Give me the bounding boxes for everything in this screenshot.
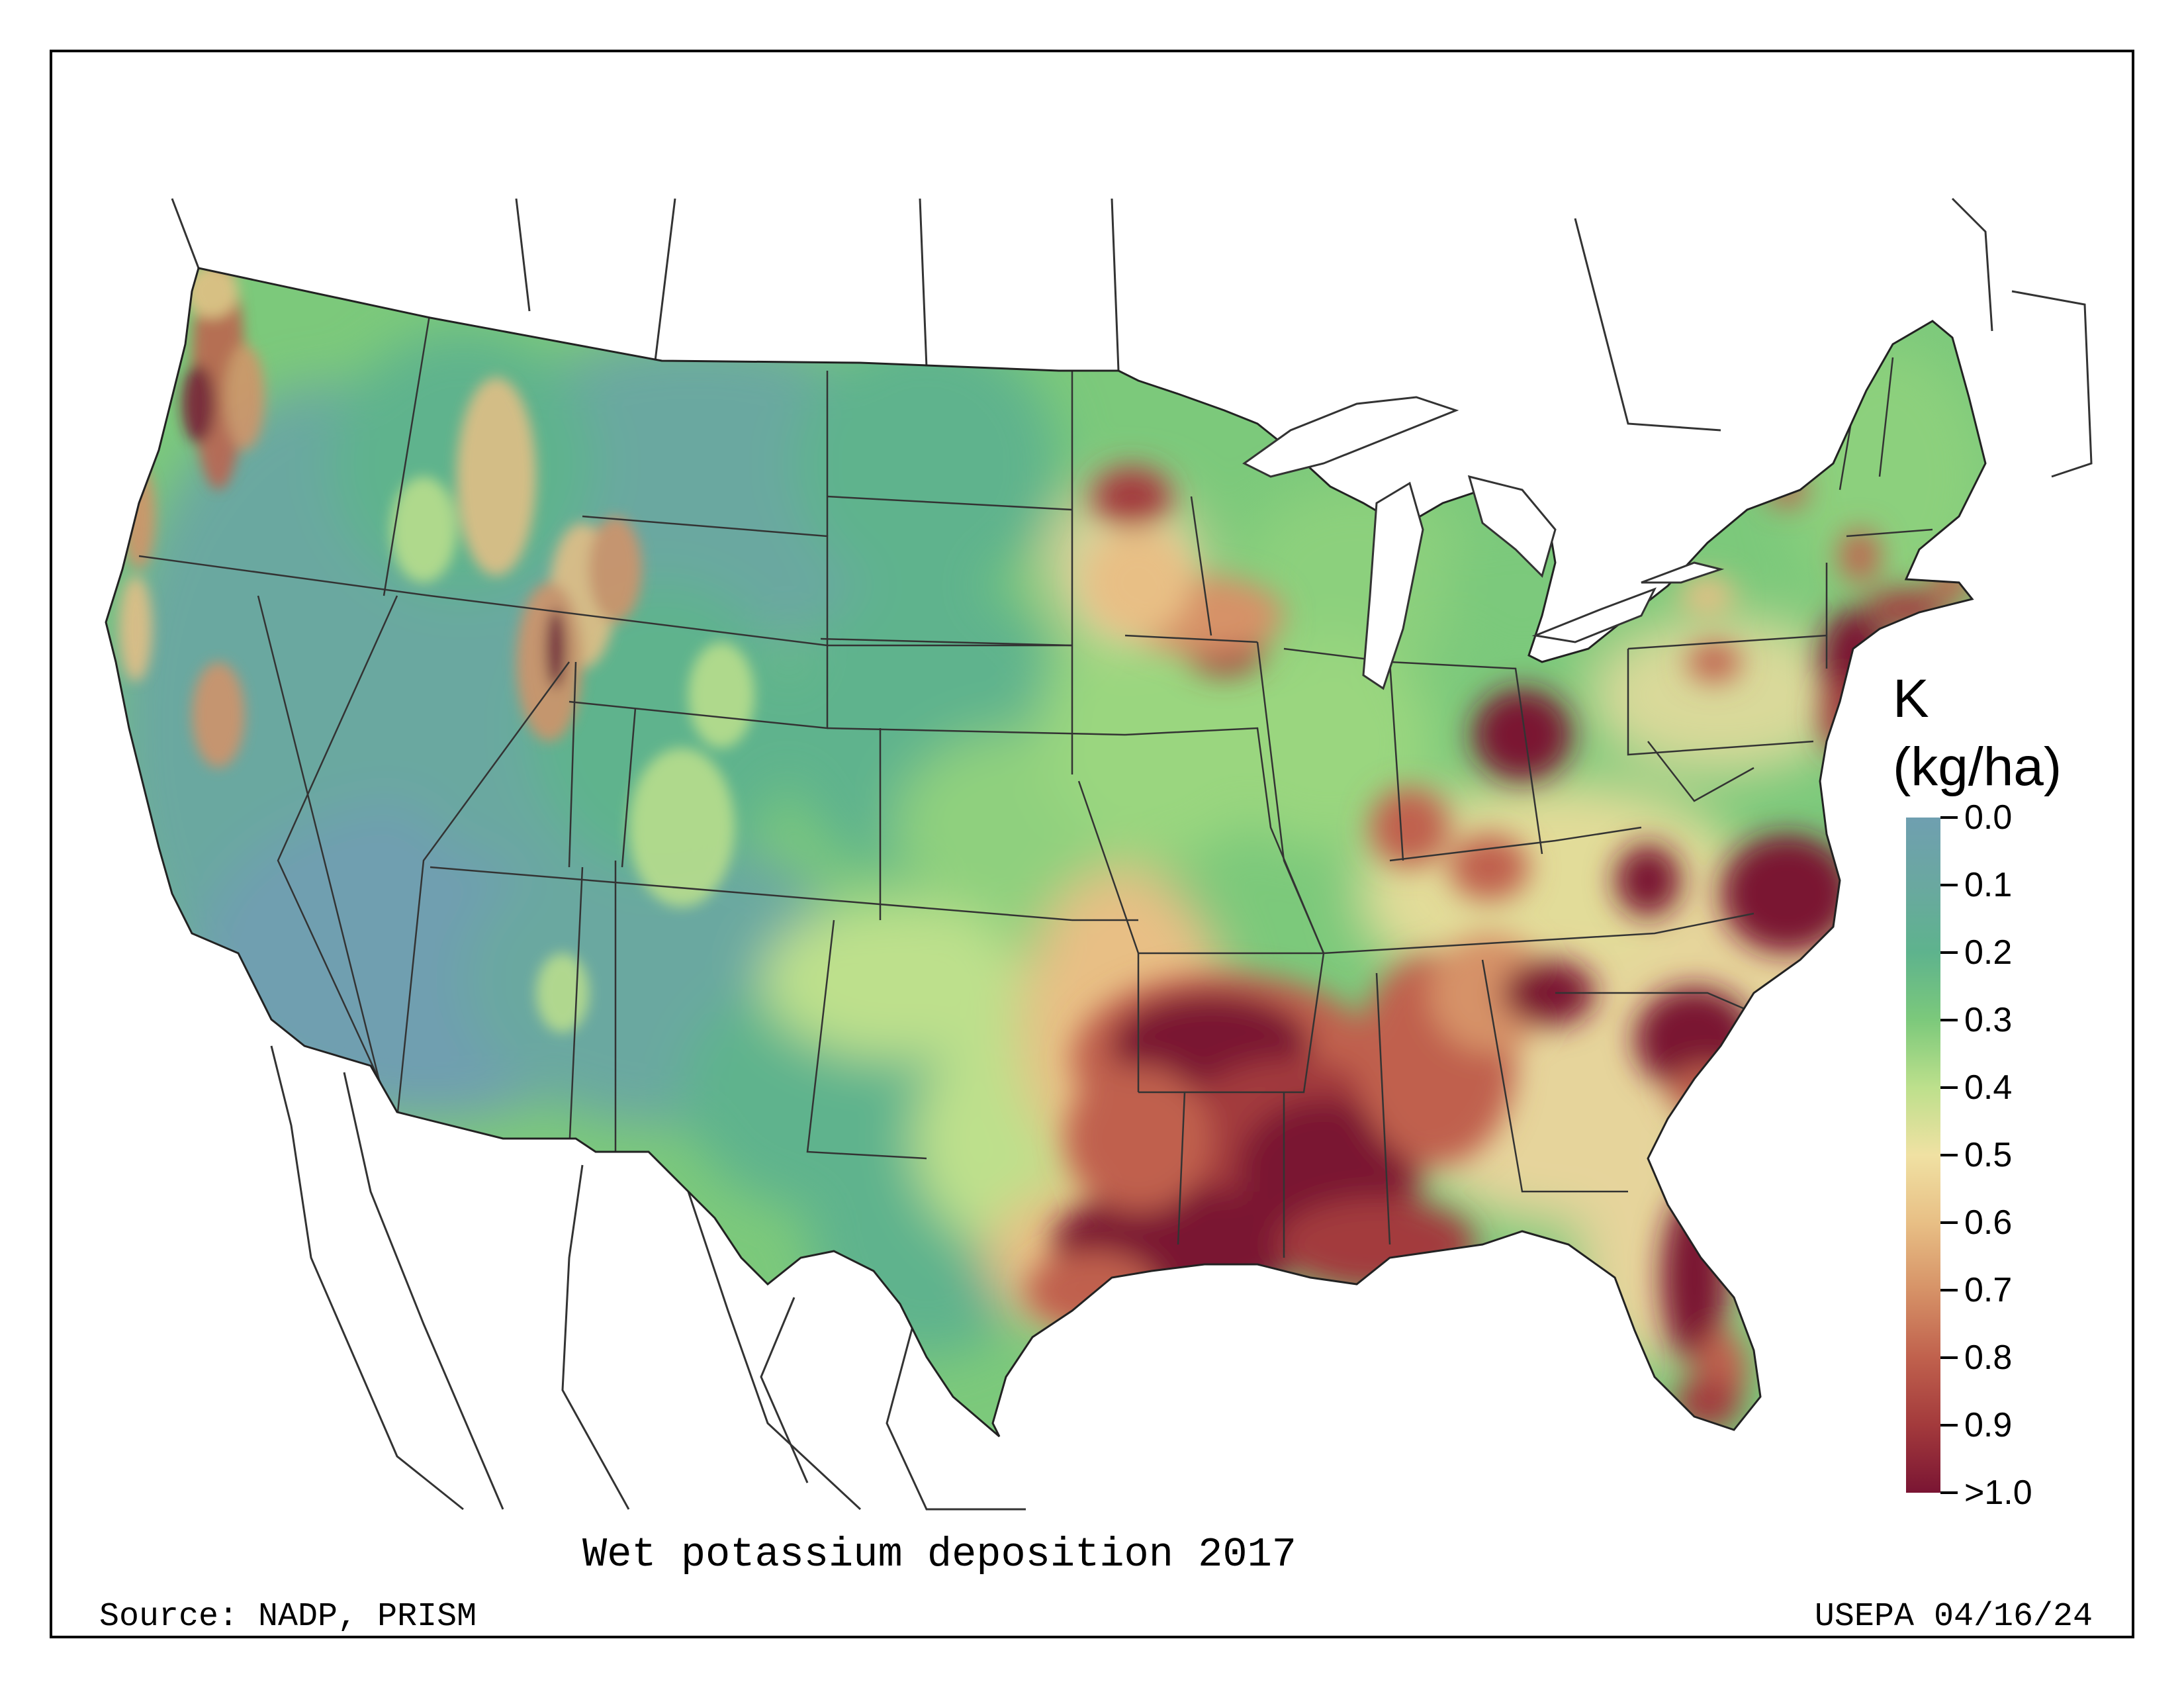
legend-tick-marks	[1940, 816, 1958, 1494]
legend-color-bar	[1906, 818, 1940, 1493]
legend-tick-label-10: >1.0	[1964, 1474, 2032, 1512]
legend-tick-label-9: 0.9	[1964, 1406, 2013, 1444]
great-lakes	[1242, 396, 1725, 690]
credit-caption: USEPA 04/16/24	[1814, 1598, 2093, 1636]
source-caption: Source: NADP, PRISM	[99, 1598, 477, 1636]
legend-tick-label-7: 0.7	[1964, 1271, 2013, 1309]
figure-frame	[50, 50, 2134, 1638]
legend-title-unit: (kg/ha)	[1893, 737, 2062, 797]
legend-tick-label-1: 0.1	[1964, 866, 2013, 904]
legend-tick-label-8: 0.8	[1964, 1338, 2013, 1377]
map-title: Wet potassium deposition 2017	[582, 1531, 1297, 1578]
legend-tick-label-4: 0.4	[1964, 1068, 2013, 1107]
state-boundaries	[138, 310, 1933, 1258]
legend-tick-label-5: 0.5	[1964, 1136, 2013, 1174]
legend-tick-label-6: 0.6	[1964, 1203, 2013, 1242]
legend-tick-label-0: 0.0	[1964, 798, 2013, 837]
legend-tick-label-2: 0.2	[1964, 933, 2013, 972]
legend	[1906, 816, 1958, 1494]
legend-title-k: K	[1893, 669, 1929, 729]
legend-tick-label-3: 0.3	[1964, 1001, 2013, 1039]
neighbor-outlines	[171, 197, 2093, 1511]
